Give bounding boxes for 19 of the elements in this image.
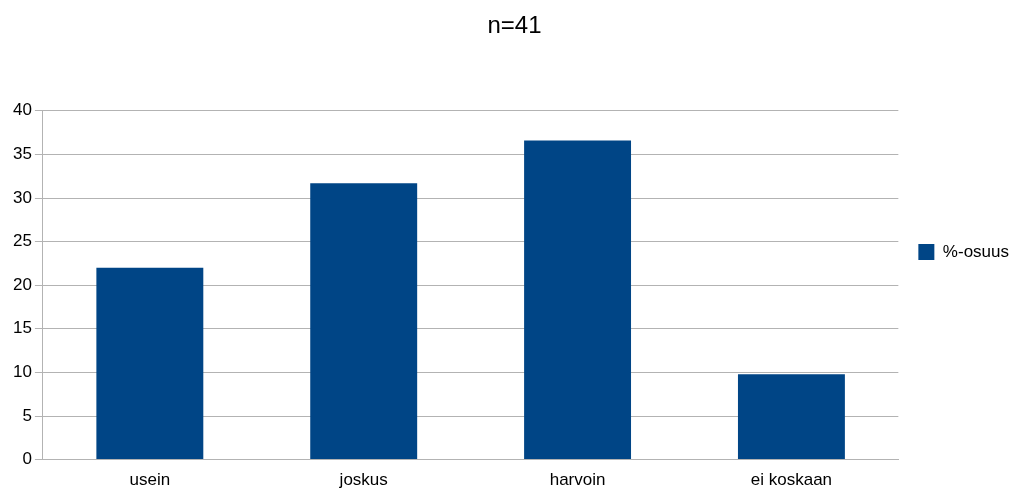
legend-label: %-osuus	[942, 241, 1009, 261]
bar	[96, 267, 204, 460]
y-tick-label: 5	[22, 405, 32, 425]
x-tick-label: usein	[129, 470, 171, 490]
bar	[310, 183, 418, 460]
x-tick-label: harvoin	[549, 470, 606, 490]
bar	[524, 140, 632, 460]
y-tick-label: 35	[12, 144, 32, 164]
y-tick-label: 15	[12, 318, 32, 338]
y-tick-label: 10	[12, 362, 32, 382]
y-tick-label: 30	[12, 187, 32, 207]
x-tick-label: joskus	[338, 470, 388, 490]
x-tick-label: ei koskaan	[750, 470, 833, 490]
y-tick-label: 0	[22, 449, 32, 469]
chart-title: n=41	[487, 11, 542, 39]
y-tick-label: 20	[12, 274, 32, 294]
y-tick-label: 25	[12, 231, 32, 251]
y-tick-label: 40	[12, 100, 32, 120]
bar	[737, 374, 845, 460]
